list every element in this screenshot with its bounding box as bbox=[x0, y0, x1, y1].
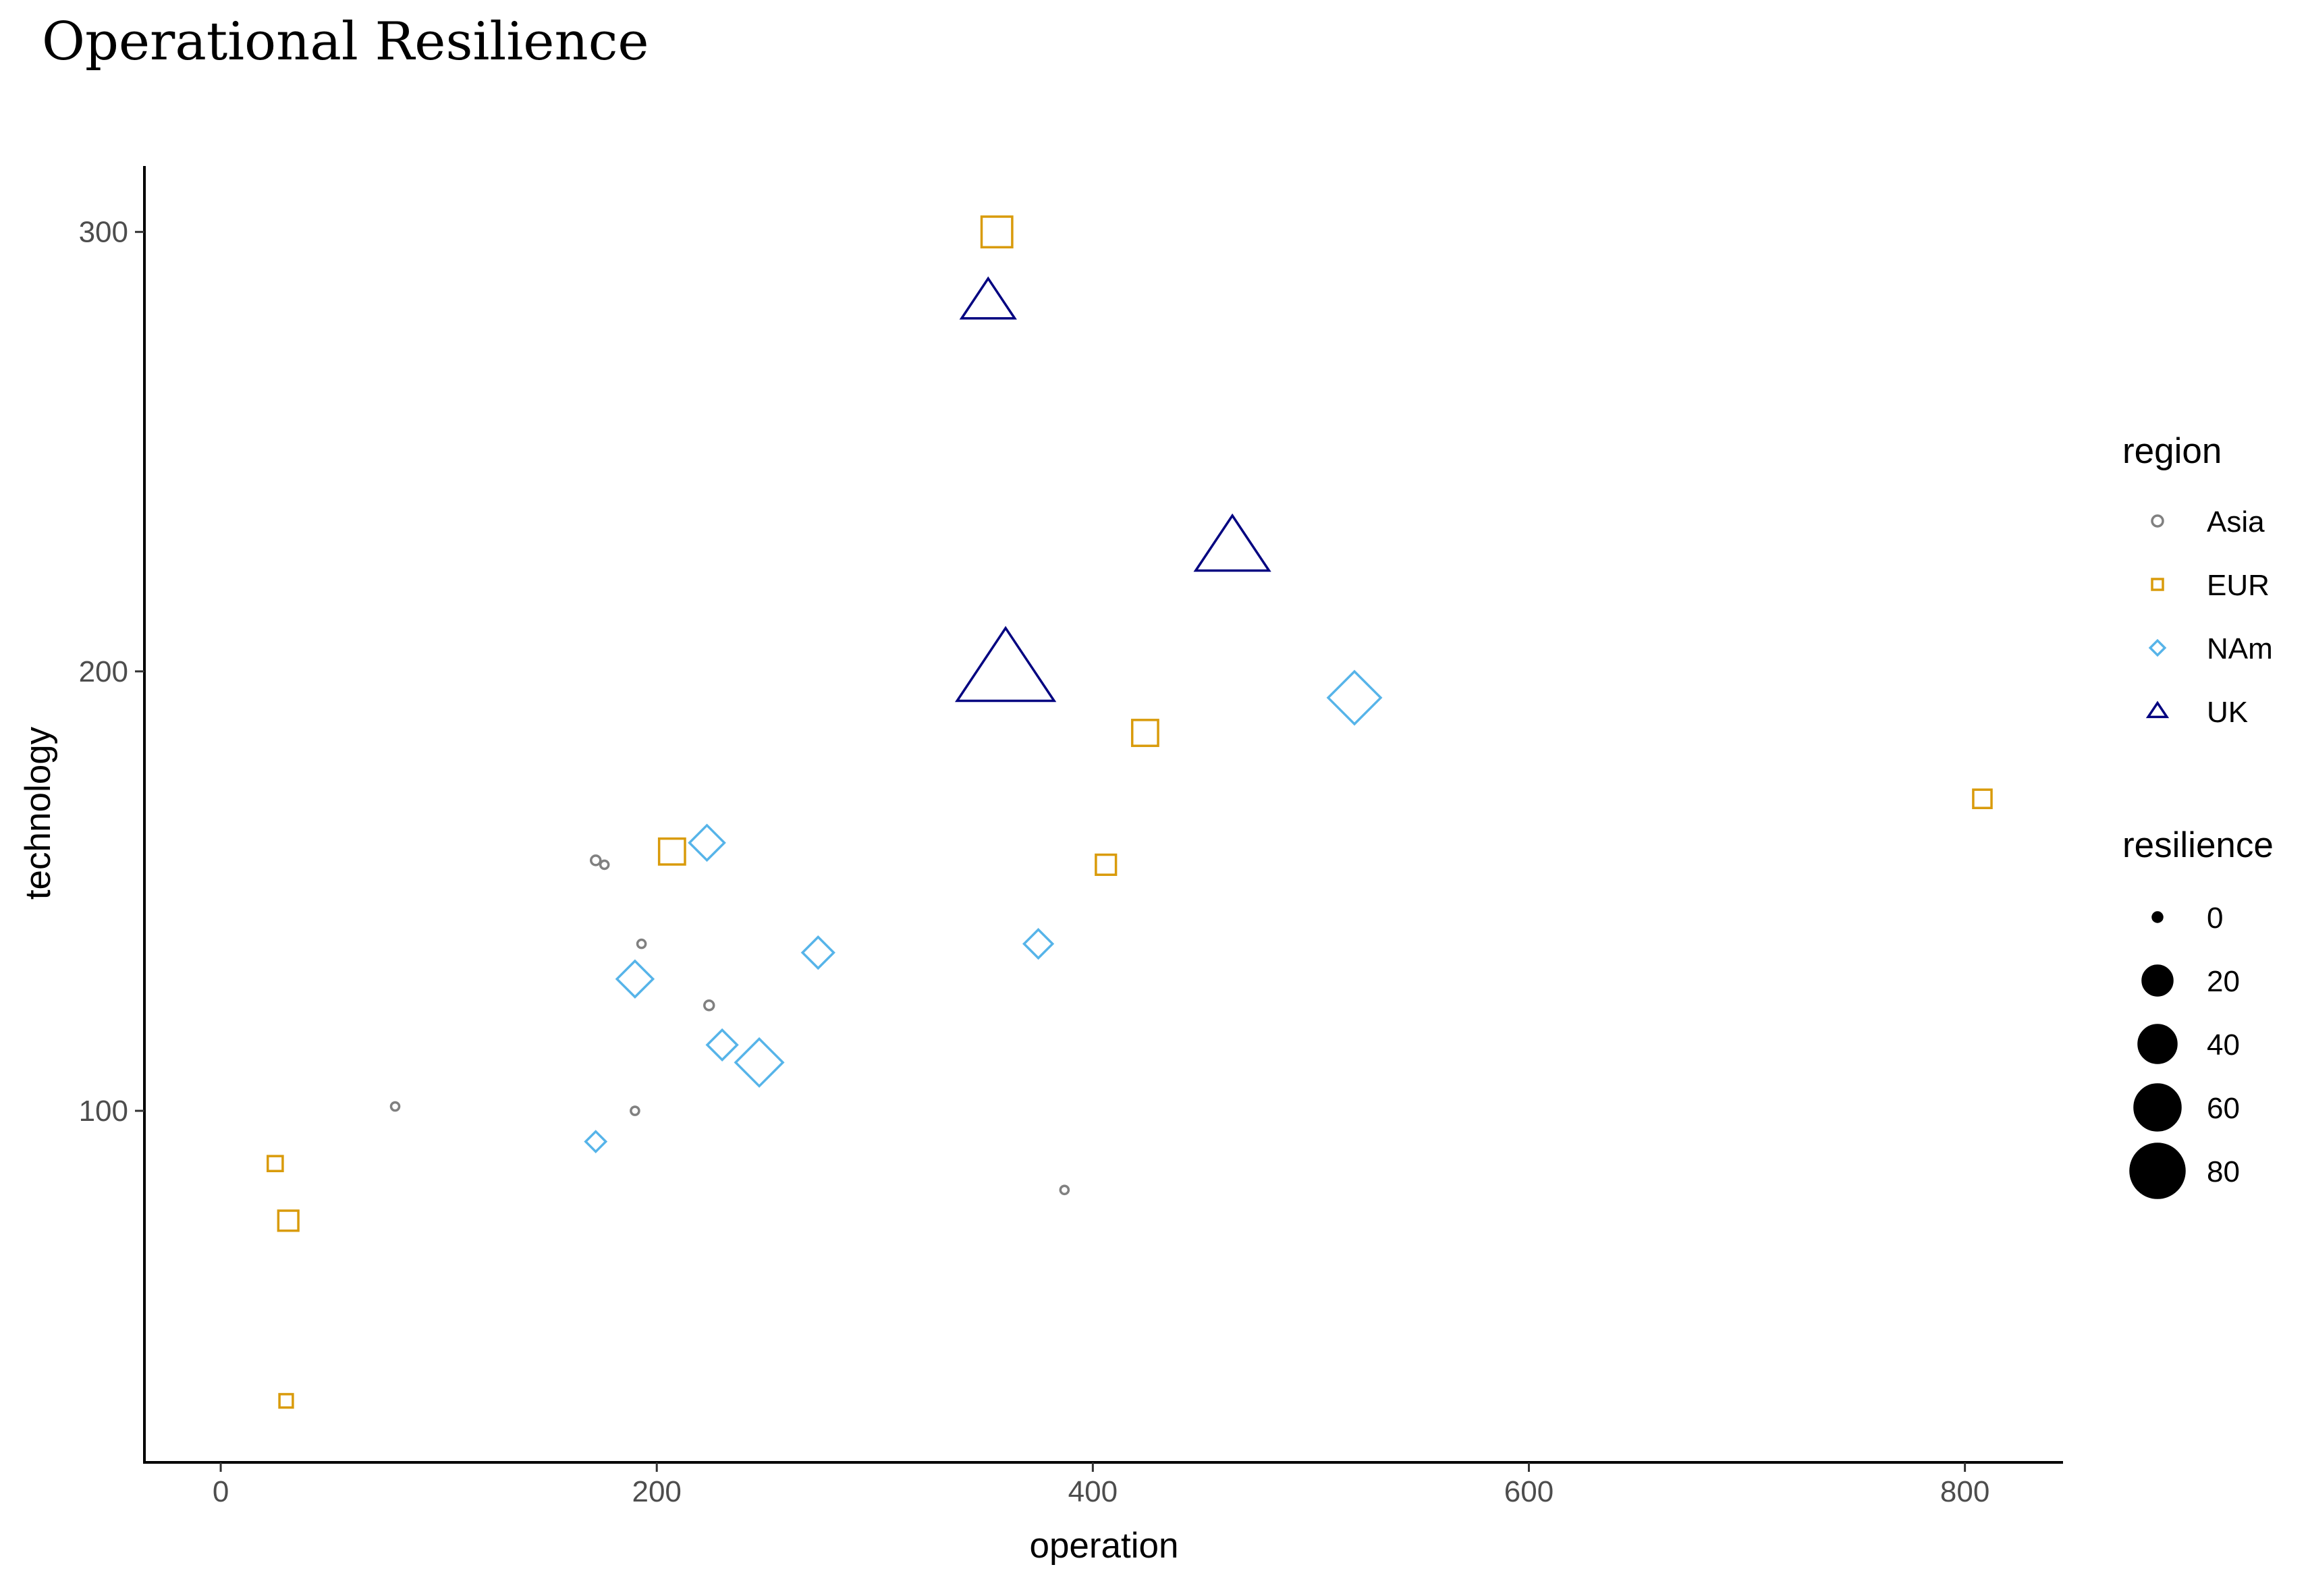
legend-size-label: 20 bbox=[2207, 965, 2240, 998]
axes bbox=[143, 166, 2063, 1464]
point-nam bbox=[705, 1028, 739, 1062]
point-eur bbox=[267, 1155, 284, 1173]
point-eur bbox=[1095, 853, 1118, 876]
x-axis-title: operation bbox=[1029, 1526, 1178, 1566]
legend-size-label: 80 bbox=[2207, 1155, 2240, 1188]
point-asia bbox=[590, 854, 602, 866]
point-asia bbox=[389, 1101, 401, 1112]
point-eur bbox=[1130, 719, 1159, 747]
y-axis-title: technology bbox=[18, 726, 58, 900]
legend-size-key bbox=[2129, 1143, 2186, 1199]
point-eur bbox=[277, 1209, 300, 1232]
y-tick-label: 300 bbox=[79, 216, 128, 249]
point-asia bbox=[599, 859, 610, 871]
point-asia bbox=[636, 938, 647, 950]
point-asia bbox=[703, 999, 715, 1012]
legend-size-key bbox=[2133, 1083, 2182, 1132]
chart-title: Operational Resilience bbox=[42, 11, 649, 72]
point-nam bbox=[584, 1130, 608, 1154]
point-uk bbox=[1193, 513, 1271, 572]
legend-size-label: 60 bbox=[2207, 1092, 2240, 1125]
point-eur bbox=[278, 1393, 294, 1409]
point-eur bbox=[1972, 788, 1993, 810]
point-uk bbox=[954, 626, 1057, 703]
legend-size-key bbox=[2151, 911, 2164, 923]
x-tick-label: 200 bbox=[632, 1475, 681, 1508]
y-tick-label: 100 bbox=[79, 1095, 128, 1128]
legend-label-nam: NAm bbox=[2207, 632, 2273, 665]
legend-label-eur: EUR bbox=[2207, 569, 2270, 602]
point-nam bbox=[800, 935, 835, 970]
resilience-legend: resilience 0 20 40 60 80 bbox=[2122, 825, 2274, 1199]
resilience-legend-title: resilience bbox=[2122, 825, 2274, 865]
point-uk bbox=[959, 276, 1017, 320]
point-asia bbox=[1059, 1184, 1070, 1196]
point-nam bbox=[734, 1037, 785, 1088]
point-nam bbox=[1022, 927, 1055, 960]
region-legend-title: region bbox=[2122, 431, 2222, 471]
legend-size-key bbox=[2137, 1024, 2178, 1064]
point-nam bbox=[615, 959, 655, 999]
data-points bbox=[267, 215, 1993, 1409]
legend-key-eur bbox=[2151, 578, 2164, 591]
legend-size-label: 40 bbox=[2207, 1028, 2240, 1062]
x-tick-label: 400 bbox=[1068, 1475, 1118, 1508]
point-nam bbox=[1326, 669, 1383, 726]
point-eur bbox=[980, 215, 1014, 249]
region-legend: region Asia EUR NAm UK bbox=[2122, 431, 2273, 729]
legend-size-key bbox=[2141, 964, 2174, 997]
legend-label-asia: Asia bbox=[2207, 505, 2265, 539]
point-asia bbox=[630, 1105, 640, 1116]
legend-key-asia bbox=[2151, 514, 2164, 528]
x-tick-label: 0 bbox=[213, 1475, 229, 1508]
axis-ticks: 0 200 400 600 800 100 200 300 bbox=[79, 216, 1990, 1508]
legend-key-uk bbox=[2145, 700, 2170, 719]
x-tick-label: 600 bbox=[1504, 1475, 1554, 1508]
point-eur bbox=[657, 837, 686, 866]
x-tick-label: 800 bbox=[1940, 1475, 1989, 1508]
legend-size-label: 0 bbox=[2207, 902, 2223, 935]
point-nam bbox=[688, 823, 726, 862]
legend-label-uk: UK bbox=[2207, 696, 2248, 729]
legend-key-nam bbox=[2148, 638, 2167, 657]
y-tick-label: 200 bbox=[79, 655, 128, 688]
